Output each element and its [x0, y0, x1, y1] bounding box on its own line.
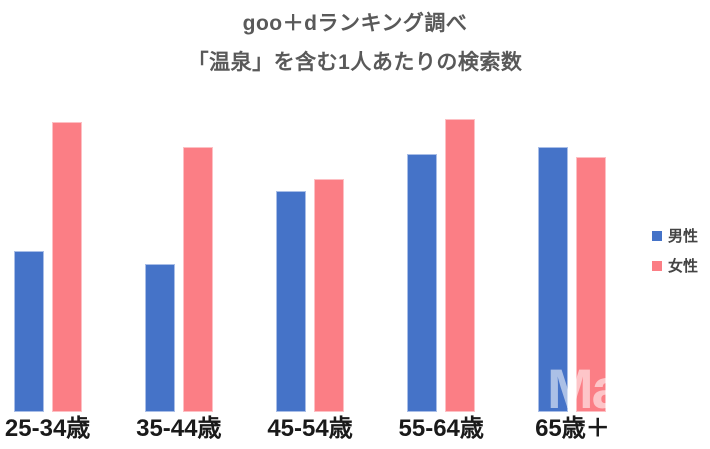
bar-pair	[13, 100, 82, 413]
bar-pair	[407, 100, 476, 413]
category-label: 25-34歳	[4, 415, 91, 443]
bar-pair	[538, 100, 607, 413]
bar-male-35-44歳	[144, 264, 175, 413]
category-group: 55-64歳	[376, 100, 507, 449]
legend-swatch-icon	[652, 230, 662, 241]
bar-male-55-64歳	[407, 154, 438, 413]
bar-male-25-34歳	[13, 251, 44, 413]
legend-item-female: 女性	[652, 256, 698, 275]
category-label: 35-44歳	[136, 415, 222, 443]
bar-female-45-54歳	[314, 179, 344, 413]
bar-pair	[144, 100, 213, 413]
category-label: 55-64歳	[398, 415, 484, 443]
legend-label: 男性	[668, 228, 699, 245]
bar-female-55-64歳	[445, 119, 476, 413]
plot-area: 25-34歳 35-44歳 45-54歳 55-64歳 65歳＋	[0, 100, 638, 449]
bar-female-25-34歳	[51, 122, 82, 413]
category-group: 45-54歳	[244, 100, 375, 449]
bar-male-45-54歳	[276, 191, 306, 413]
legend-item-male: 男性	[652, 226, 698, 245]
legend: 男性 女性	[652, 226, 698, 275]
category-group: 25-34歳	[0, 100, 113, 449]
legend-label: 女性	[668, 258, 699, 275]
bar-female-35-44歳	[182, 147, 213, 413]
chart-title: goo＋dランキング調べ	[242, 12, 468, 35]
chart-subtitle: 「温泉」を含む1人あたりの検索数	[187, 51, 523, 74]
category-label: 45-54歳	[267, 415, 353, 443]
bar-male-65歳＋	[538, 147, 569, 413]
bar-pair	[276, 100, 344, 413]
legend-swatch-icon	[652, 260, 662, 271]
category-group: 35-44歳	[113, 100, 244, 449]
bar-female-65歳＋	[576, 157, 607, 413]
category-group: 65歳＋	[507, 100, 638, 449]
category-label: 65歳＋	[535, 415, 610, 443]
